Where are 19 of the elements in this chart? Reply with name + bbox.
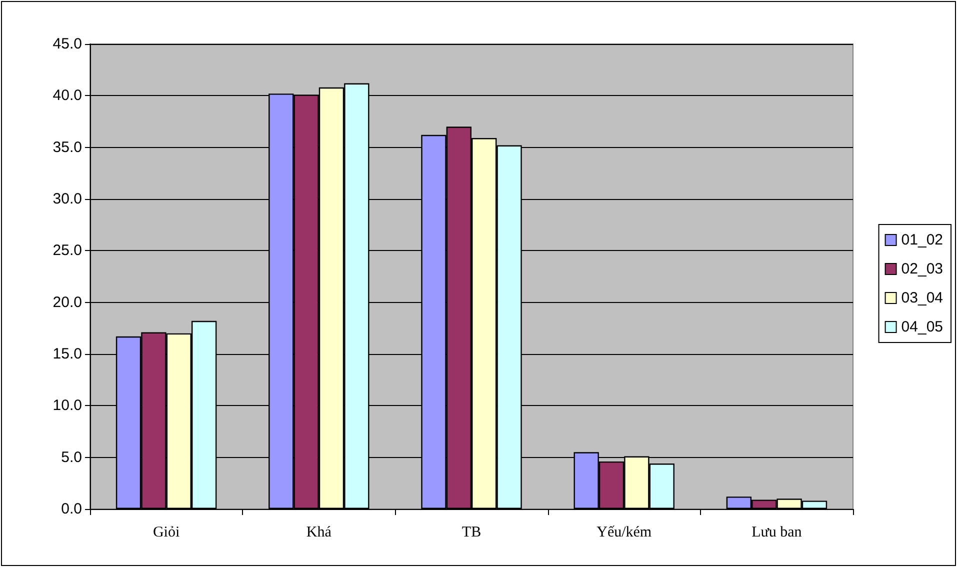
y-tick-label: 25.0 xyxy=(52,242,82,260)
y-tick-label: 5.0 xyxy=(61,448,82,466)
x-tick-label: TB xyxy=(462,524,482,540)
y-tick-label: 0.0 xyxy=(61,500,82,518)
y-tick-label: 40.0 xyxy=(52,87,82,104)
x-tick-label: Giỏi xyxy=(152,524,180,540)
x-tick-label: Lưu ban xyxy=(752,524,802,540)
legend-label: 04_05 xyxy=(901,318,944,336)
y-tick-label: 10.0 xyxy=(52,397,82,414)
legend-label: 02_03 xyxy=(901,260,944,278)
y-tick-label: 20.0 xyxy=(52,294,82,311)
x-tick-label: Khá xyxy=(306,524,332,540)
legend-label: 03_04 xyxy=(901,290,944,306)
y-tick-label: 45.0 xyxy=(52,36,82,52)
y-tick-label: 15.0 xyxy=(52,346,82,362)
y-tick-label: 30.0 xyxy=(52,190,82,208)
x-tick-label: Yếu/kém xyxy=(596,524,652,540)
y-tick-label: 35.0 xyxy=(52,138,82,156)
legend-label: 01_02 xyxy=(901,232,944,248)
